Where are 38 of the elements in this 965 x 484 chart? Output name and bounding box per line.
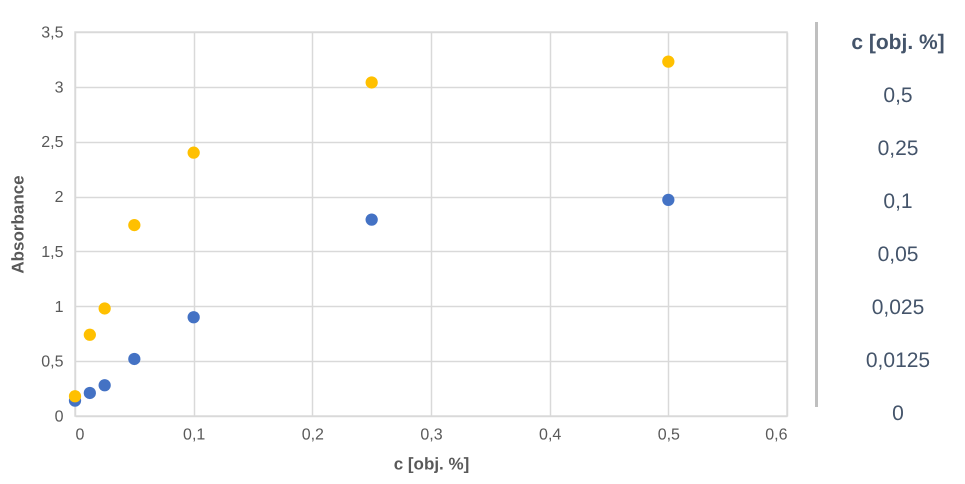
point	[662, 56, 674, 68]
point	[366, 76, 378, 89]
y-tick-label: 3,5	[41, 24, 64, 42]
x-tick-label: 0,3	[420, 426, 443, 444]
text: 0,5	[882, 83, 914, 109]
point	[84, 386, 96, 400]
y-tick-label: 2	[54, 189, 64, 206]
y-tick-label: 0,5	[41, 354, 64, 371]
text: 0,025	[870, 295, 926, 321]
point	[128, 352, 140, 366]
point	[366, 214, 378, 226]
point	[188, 311, 200, 324]
text: 0,05	[876, 242, 920, 268]
x-tick-label: 0,5	[658, 426, 680, 444]
x-tick-label: 0	[76, 426, 84, 444]
text: 0	[891, 401, 905, 427]
y-tick-label: 1	[54, 298, 64, 316]
x-axis-title: c [obj. %]	[394, 454, 470, 474]
y-tick-label: 0	[54, 408, 64, 426]
point	[98, 302, 111, 315]
point	[68, 390, 82, 402]
point	[188, 146, 200, 159]
text: c [obj. %]	[850, 30, 946, 56]
text: 0,0125	[864, 348, 932, 374]
y-axis-title: Absorbance	[8, 175, 28, 274]
y-tick-label: 3	[54, 79, 64, 96]
x-tick-label: 0,1	[183, 426, 206, 444]
point	[662, 194, 674, 206]
x-tick-label: 0,6	[765, 426, 788, 444]
x-tick-label: 0,2	[302, 426, 324, 444]
y-tick-label: 2,5	[41, 134, 64, 152]
point	[128, 218, 140, 232]
point	[98, 379, 111, 392]
text: 0,1	[882, 189, 914, 215]
x-tick-label: 0,4	[539, 426, 562, 444]
text: 0,25	[876, 136, 920, 162]
point	[84, 328, 96, 341]
y-tick-label: 1,5	[41, 244, 64, 261]
